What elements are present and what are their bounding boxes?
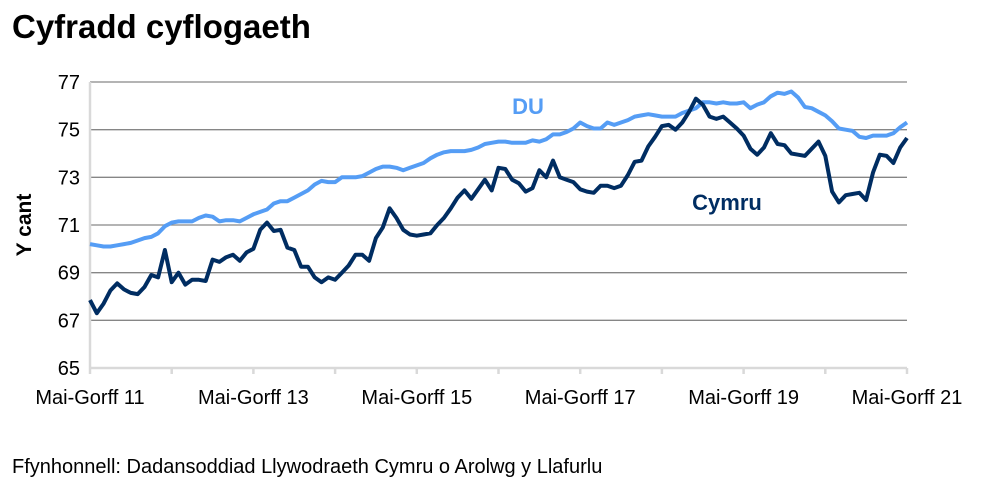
series-label-du: DU <box>512 94 544 119</box>
chart-title: Cyfradd cyflogaeth <box>12 8 311 45</box>
y-tick-label: 77 <box>58 72 80 94</box>
y-axis-label: Y cant <box>13 194 36 257</box>
x-tick-label: Mai-Gorff 19 <box>688 387 799 409</box>
x-tick-label: Mai-Gorff 13 <box>198 387 309 409</box>
y-tick-label: 67 <box>58 310 80 332</box>
y-tick-label: 65 <box>58 358 80 380</box>
y-tick-label: 75 <box>58 120 80 142</box>
y-tick-label: 73 <box>58 167 80 189</box>
y-tick-label: 71 <box>58 215 80 237</box>
source-note: Ffynhonnell: Dadansoddiad Llywodraeth Cy… <box>12 456 603 478</box>
x-tick-label: Mai-Gorff 21 <box>852 387 963 409</box>
series-label-cymru: Cymru <box>692 190 762 215</box>
y-tick-label: 69 <box>58 263 80 285</box>
series-line-du <box>89 89 909 249</box>
x-tick-label: Mai-Gorff 11 <box>35 387 144 409</box>
x-tick-label: Mai-Gorff 15 <box>361 387 472 409</box>
x-tick-label: Mai-Gorff 17 <box>525 387 636 409</box>
series-line-cymru <box>88 96 909 316</box>
